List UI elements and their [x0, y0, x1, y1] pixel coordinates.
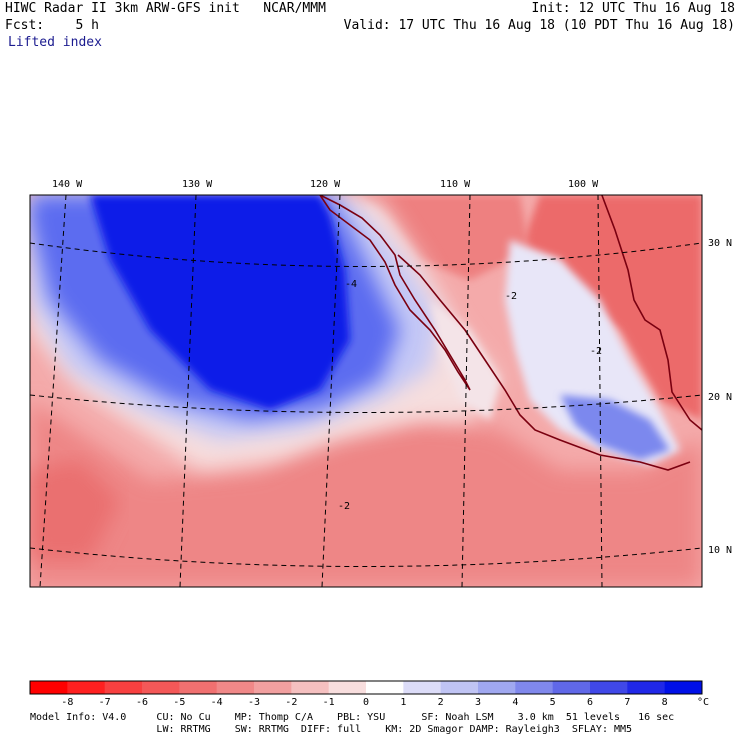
- colorbar-swatch: [216, 681, 255, 694]
- lon-label-130w: 130 W: [182, 179, 213, 190]
- map-frame: [29, 194, 703, 588]
- colorbar-tick-label: -3: [247, 697, 261, 708]
- colorbar-tick-label: -5: [173, 697, 186, 708]
- graticule: [30, 195, 702, 587]
- field-mexico-blue: [560, 395, 670, 460]
- colorbar-tick-label: 5: [549, 697, 556, 708]
- lon-label-110w: 110 W: [440, 179, 471, 190]
- field-red-west: [30, 460, 120, 560]
- lon-label-140w: 140 W: [52, 179, 83, 190]
- colorbar-tick-label: -6: [135, 697, 149, 708]
- colorbar-swatch: [440, 681, 479, 694]
- title-left-line1: HIWC Radar II 3km ARW-GFS init NCAR/MMM: [5, 1, 326, 16]
- lon-label-120w: 120 W: [310, 179, 341, 190]
- lat-label-10n: 10 N: [708, 545, 733, 556]
- colorbar-unit: °C: [697, 697, 710, 708]
- map-field: [30, 195, 702, 587]
- colorbar-swatch: [104, 681, 143, 694]
- colorbar-tick-label: 3: [474, 697, 482, 708]
- contour-label: -2: [590, 346, 603, 357]
- field-gulf: [430, 300, 500, 420]
- colorbar-tick-label: 7: [624, 697, 631, 708]
- colorbar-swatch: [403, 681, 442, 694]
- field-name: Lifted index: [8, 35, 102, 50]
- field-red-east-land: [520, 195, 702, 420]
- colorbar-swatch: [478, 681, 516, 694]
- field-red-north-land: [360, 195, 530, 280]
- colorbar-swatch: [291, 681, 330, 694]
- colorbar-swatch: [142, 681, 180, 694]
- colorbar-tick-label: 4: [512, 697, 519, 708]
- colorbar-tick-label: -8: [61, 697, 74, 708]
- colorbar-swatch: [67, 681, 106, 694]
- colorbar-tick-label: 6: [586, 697, 594, 708]
- colorbar-swatch: [627, 681, 666, 694]
- colorbar-tick-label: 1: [400, 697, 407, 708]
- colorbar-tick-label: -4: [210, 697, 223, 708]
- colorbar-swatch: [30, 681, 68, 694]
- colorbar-swatch: [179, 681, 218, 694]
- colorbar-swatch: [366, 681, 404, 694]
- colorbar-swatch: [664, 681, 703, 694]
- contour-label: -2: [505, 291, 518, 302]
- colorbar-swatch: [590, 681, 628, 694]
- contour-label: -4: [345, 279, 358, 290]
- colorbar-tick-label: 8: [661, 697, 668, 708]
- coastlines: [319, 195, 702, 471]
- colorbar-tick-label: 0: [362, 697, 370, 708]
- model-info-line2: LW: RRTMG SW: RRTMG DIFF: full KM: 2D Sm…: [30, 724, 633, 735]
- lat-label-30n: 30 N: [708, 238, 733, 249]
- colorbar-tick-label: 2: [437, 697, 444, 708]
- field-mexico-white: [505, 240, 680, 465]
- contour-label: -2: [338, 501, 351, 512]
- model-info-line1: Model Info: V4.0 CU: No Cu MP: Thomp C/A…: [30, 712, 675, 723]
- forecast-hour: Fcst: 5 h: [5, 18, 99, 33]
- lon-label-100w: 100 W: [568, 179, 599, 190]
- init-time: Init: 12 UTC Thu 16 Aug 18: [531, 1, 736, 16]
- colorbar-tick-label: -7: [98, 697, 111, 708]
- colorbar-swatch: [552, 681, 591, 694]
- colorbar-tick-label: -1: [322, 697, 335, 708]
- colorbar-swatch: [328, 681, 367, 694]
- lat-label-20n: 20 N: [708, 392, 733, 403]
- field-red-south: [30, 400, 702, 587]
- colorbar-frame: [29, 680, 703, 695]
- colorbar-swatch: [515, 681, 554, 694]
- colorbar-swatch: [254, 681, 292, 694]
- field-strongblue: [90, 195, 350, 410]
- valid-time: Valid: 17 UTC Thu 16 Aug 18 (10 PDT Thu …: [343, 18, 735, 33]
- colorbar-tick-label: -2: [285, 697, 298, 708]
